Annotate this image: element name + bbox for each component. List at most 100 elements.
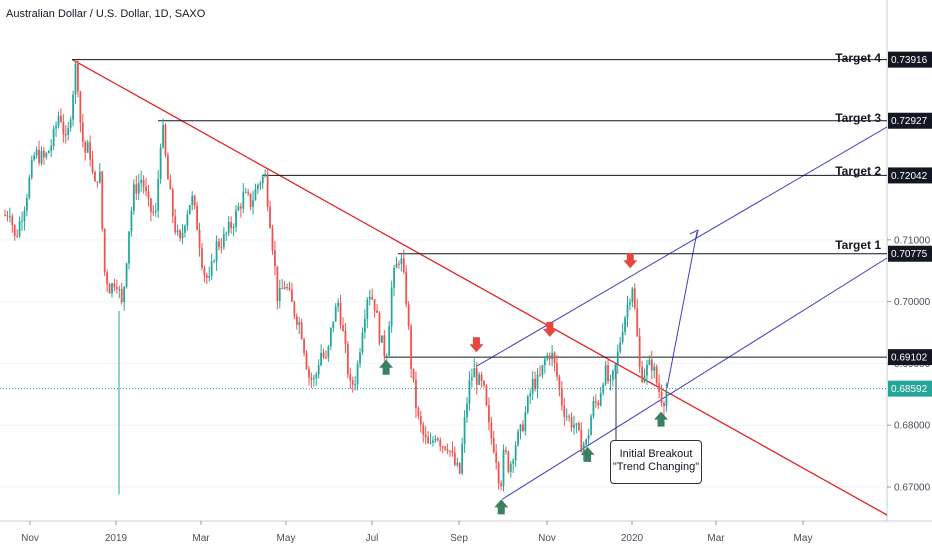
candle-body [505,449,507,452]
candle-body [210,261,213,276]
candle-body [631,288,634,303]
candle-body [91,159,94,173]
candle-body [123,286,126,302]
candle-body [646,364,648,376]
candle-body [157,179,160,211]
candle-body [368,296,371,300]
channel-lower-line [501,257,888,500]
candle-body [432,440,434,443]
candle-body [135,184,138,194]
candle-body [590,416,592,436]
candle-body [237,206,240,211]
candle-body [8,216,11,218]
candle-body [6,215,9,217]
candle-body [536,374,539,389]
candle-body [283,287,286,290]
candle-body [103,228,106,273]
candle-body [492,438,495,453]
candle-body [427,437,430,444]
candle-body [108,284,111,294]
candle-body [115,287,118,290]
candle-body [663,403,665,407]
candle-body [577,423,580,430]
support-price-tag-bg [888,349,932,366]
candle-body [612,370,614,380]
candle-body [18,221,21,237]
up-arrow-icon [494,499,509,515]
candle-body [113,283,116,288]
candle-body [89,142,92,160]
candle-body [551,352,554,360]
candle-body [215,241,218,262]
candle-body [463,417,466,445]
candle-body [147,191,150,199]
candle-body [539,374,541,376]
candle-body [186,214,189,226]
candle-body [84,141,87,153]
candle-body [573,425,575,428]
up-arrow-icon [580,446,595,462]
candle-body [565,416,568,418]
candlesticks [4,60,668,495]
candle-body [563,405,566,417]
down-arrow-icon [623,253,638,269]
candle-body [118,288,121,290]
candle-body [152,211,155,213]
target-level-label: Target 1 [835,238,881,252]
candle-body [395,263,398,268]
candle-body [366,299,369,319]
candle-body [424,434,427,438]
candle-body [47,150,50,154]
candle-body [487,405,490,423]
projection-line [666,231,698,389]
candle-body [507,451,510,472]
candle-body [30,159,33,178]
candle-body [21,221,23,223]
candle-body [524,412,527,432]
target-price-tag-label: 0.70775 [891,249,928,260]
candle-body [529,393,532,397]
candle-body [222,233,225,248]
target-level-label: Target 4 [835,51,881,65]
candle-body [64,134,67,136]
candle-body [196,205,198,230]
annotation-line-1: Initial Breakout [619,448,693,460]
candle-body [453,452,456,465]
y-tick-label: 0.70000 [894,297,931,308]
candle-body [373,299,376,311]
candle-body [33,155,36,160]
candle-body [69,119,72,129]
candle-body [390,287,393,326]
candle-body [473,368,476,378]
candle-body [650,359,653,371]
x-tick-label: Mar [192,533,210,544]
candle-body [475,368,478,385]
candle-body [334,306,337,322]
candle-body [169,179,172,190]
candle-body [300,322,303,340]
candle-body [339,302,342,326]
y-gridlines [0,239,887,488]
candle-body [636,307,639,337]
candle-body [594,401,597,403]
candle-body [519,424,522,432]
candle-body [120,288,123,302]
candle-body [556,362,558,377]
candle-body [288,287,291,290]
candle-body [422,424,425,435]
candle-body [500,483,502,487]
candle-body [322,352,325,358]
candle-body [184,225,186,233]
candle-body [244,192,247,194]
candle-body [648,359,651,365]
candle-body [193,195,196,206]
candle-body [198,229,201,249]
candle-body [461,444,464,474]
candle-body [655,366,658,384]
candle-body [405,271,408,305]
candle-body [624,317,626,333]
candle-body [490,422,493,439]
candle-body [570,417,573,428]
candle-body [582,444,585,453]
